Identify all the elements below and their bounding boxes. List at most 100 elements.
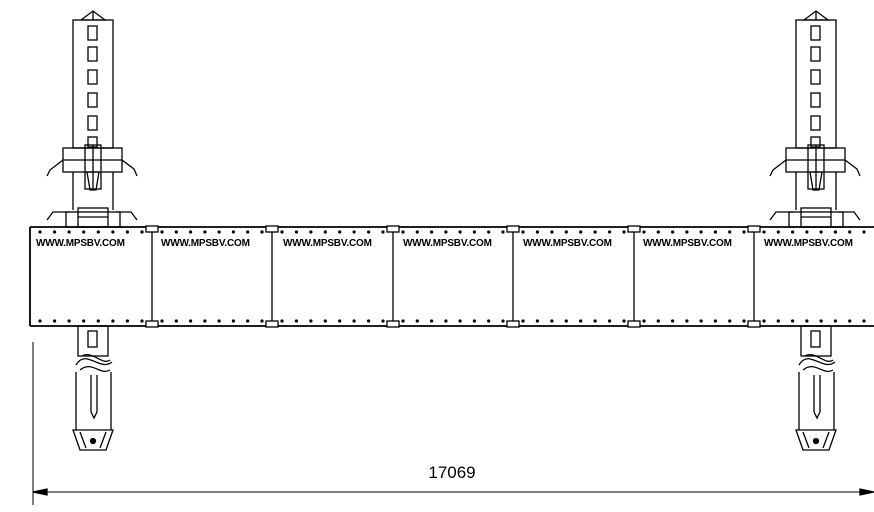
bolt [564, 230, 568, 234]
bolt [805, 319, 809, 323]
dimension-label: 17069 [428, 463, 475, 482]
bolt [217, 230, 221, 234]
bolt [848, 319, 852, 323]
bolt [444, 319, 448, 323]
bolt [819, 319, 823, 323]
connector-block [747, 225, 761, 233]
bolt [501, 319, 505, 323]
bolt [608, 230, 612, 234]
bolt [111, 230, 115, 234]
bolt [53, 319, 57, 323]
pole-slots-left [87, 25, 98, 148]
bolt [699, 319, 703, 323]
bolt [338, 230, 342, 234]
bolt [833, 230, 838, 234]
segment-label-4: WWW.MPSBV.COM [403, 238, 492, 249]
bolt [656, 319, 660, 323]
bolt [189, 230, 193, 234]
pontoon-bolt-rows [38, 230, 866, 323]
bolt [593, 230, 597, 234]
bolt [309, 319, 313, 323]
connector-block [145, 320, 159, 328]
bolt [728, 319, 732, 323]
bolt [642, 230, 646, 234]
overall-dimension [32, 342, 874, 505]
bolt [338, 319, 342, 323]
bolt [656, 230, 660, 234]
bolt [280, 319, 284, 323]
bolt [776, 230, 780, 234]
bolt [622, 319, 626, 323]
bolt [352, 230, 356, 234]
bolt [111, 319, 115, 323]
bolt [174, 319, 178, 323]
bolt [791, 319, 795, 323]
bolt [323, 230, 327, 234]
bolt [381, 230, 385, 234]
connector-block [145, 225, 159, 233]
pontoon-deck [29, 225, 874, 328]
bolt [82, 230, 86, 234]
connector-block [627, 225, 641, 233]
connector-block [627, 320, 641, 328]
bolt [550, 230, 554, 234]
bolt [231, 230, 235, 234]
bolt [140, 319, 144, 323]
bolt [521, 319, 525, 323]
bolt [67, 230, 71, 234]
bolt [160, 230, 164, 234]
bolt [231, 319, 235, 323]
bolt [458, 319, 462, 323]
bolt [564, 319, 568, 323]
bolt [401, 230, 405, 234]
bolt [140, 230, 144, 234]
connector-block [386, 225, 400, 233]
bolt [728, 230, 732, 234]
connector-block [506, 225, 520, 233]
pole-slots-right [810, 25, 821, 148]
pontoon-dividers [151, 230, 755, 323]
bolt [381, 319, 385, 323]
bolt [805, 230, 809, 234]
bolt [352, 319, 356, 323]
bolt [608, 319, 612, 323]
bolt [38, 230, 42, 234]
bolt [53, 230, 57, 234]
bolt [415, 230, 419, 234]
bolt [294, 319, 298, 323]
bolt [323, 319, 327, 323]
bolt [125, 230, 129, 234]
bolt [203, 230, 207, 234]
bolt [776, 319, 780, 323]
bolt [833, 319, 838, 323]
bolt [430, 230, 434, 234]
bolt [280, 230, 284, 234]
bolt [82, 319, 86, 323]
bolt [713, 319, 718, 323]
bolt [550, 319, 554, 323]
bolt [294, 230, 298, 234]
segment-label-2: WWW.MPSBV.COM [161, 238, 250, 249]
spud-pole-right [769, 10, 861, 451]
segment-label-3: WWW.MPSBV.COM [283, 238, 372, 249]
bolt [671, 319, 675, 323]
bolt [203, 319, 207, 323]
spud-pole-left [46, 10, 138, 451]
bolt [217, 319, 221, 323]
bolt [160, 319, 164, 323]
bolt [458, 230, 462, 234]
bolt [791, 230, 795, 234]
bolt [848, 230, 852, 234]
bolt [430, 319, 434, 323]
bolt [174, 230, 178, 234]
bolt [189, 319, 193, 323]
bolt [713, 230, 718, 234]
bolt [472, 319, 476, 323]
segment-label-6: WWW.MPSBV.COM [643, 238, 732, 249]
bolt [521, 230, 525, 234]
segment-label-7: WWW.MPSBV.COM [764, 238, 853, 249]
bolt [96, 319, 100, 323]
bolt [762, 230, 766, 234]
bolt [699, 230, 703, 234]
